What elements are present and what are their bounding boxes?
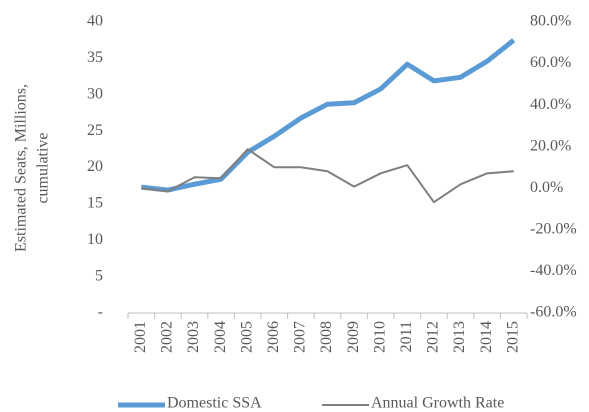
y-tick-label: 10	[87, 231, 103, 248]
y-tick-label: -	[98, 304, 103, 321]
x-tick-label: 2014	[478, 321, 495, 353]
x-tick-label: 2010	[371, 321, 388, 353]
y-tick-label: 20	[87, 158, 103, 175]
legend-label: Annual Growth Rate	[371, 395, 504, 412]
x-tick-label: 2001	[132, 321, 149, 353]
y-axis-label: cumulative	[35, 132, 52, 203]
x-tick-label: 2002	[159, 321, 176, 353]
x-tick-label: 2013	[451, 321, 468, 353]
x-tick-label: 2015	[504, 321, 521, 353]
x-tick-label: 2009	[345, 321, 362, 353]
y-tick-label: 15	[87, 195, 103, 212]
y2-tick-label: 60.0%	[530, 54, 571, 71]
x-tick-label: 2008	[318, 321, 335, 353]
legend-label: Domestic SSA	[167, 395, 262, 412]
y-tick-label: 30	[87, 85, 103, 102]
y-tick-label: 40	[87, 13, 103, 30]
series-line	[141, 38, 516, 193]
y-tick-label: 35	[87, 49, 103, 66]
y-tick-label: 25	[87, 122, 103, 139]
x-tick-label: 2012	[425, 321, 442, 353]
y2-tick-label: -40.0%	[530, 262, 577, 279]
y2-tick-label: 20.0%	[530, 137, 571, 154]
y2-tick-label: 40.0%	[530, 96, 571, 113]
y-tick-label: 5	[95, 267, 103, 284]
y2-tick-label: -20.0%	[530, 221, 577, 238]
x-tick-label: 2006	[265, 321, 282, 353]
x-tick-label: 2005	[238, 321, 255, 353]
y-axis-label: Estimated Seats, Millions,	[13, 84, 30, 252]
x-tick-label: 2003	[185, 321, 202, 353]
y2-tick-label: -60.0%	[530, 304, 577, 321]
series-line	[141, 148, 514, 204]
x-tick-label: 2007	[292, 321, 309, 353]
x-tick-label: 2004	[212, 321, 229, 353]
x-tick-label: 2011	[398, 321, 415, 352]
y2-tick-label: 0.0%	[530, 179, 563, 196]
y2-tick-label: 80.0%	[530, 13, 571, 30]
